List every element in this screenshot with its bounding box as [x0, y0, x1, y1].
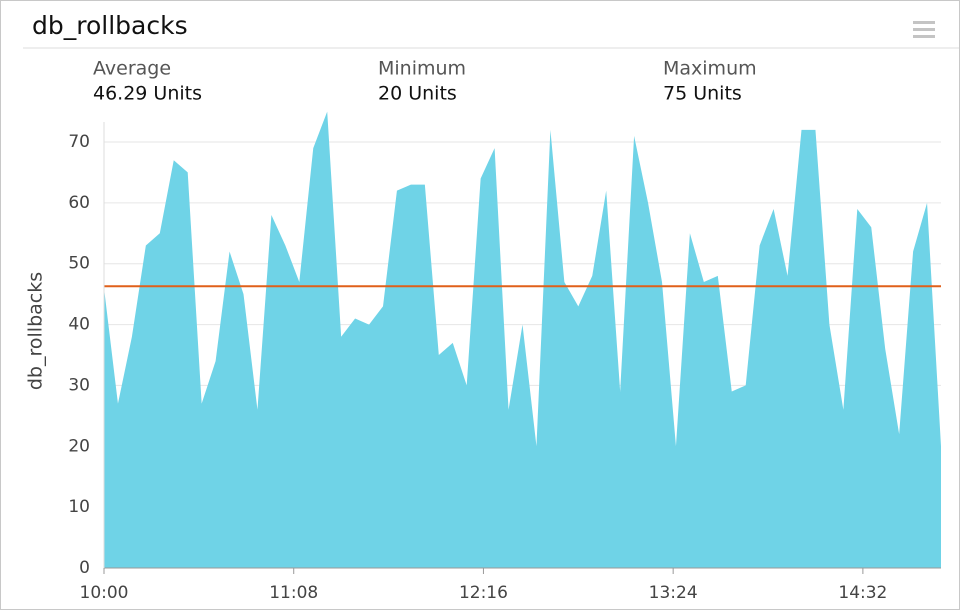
stat-value: 46.29 Units — [93, 83, 202, 105]
menu-bar — [913, 21, 935, 24]
x-tick-label: 13:24 — [649, 583, 698, 603]
stat-value: 75 Units — [663, 83, 742, 105]
y-tick-label: 60 — [68, 193, 90, 213]
x-tick-label: 10:00 — [80, 583, 129, 603]
menu-bar — [913, 35, 935, 38]
y-axis-label: db_rollbacks — [25, 272, 47, 390]
y-tick-label: 10 — [68, 497, 90, 517]
stat-label: Average — [93, 58, 171, 80]
stat-value: 20 Units — [378, 83, 457, 105]
menu-bar — [913, 28, 935, 31]
x-tick-label: 12:16 — [459, 583, 508, 603]
y-tick-label: 20 — [68, 436, 90, 456]
y-tick-label: 50 — [68, 254, 90, 274]
menu-icon[interactable] — [913, 21, 935, 38]
area — [104, 111, 941, 569]
x-tick-label: 11:08 — [269, 583, 318, 603]
x-tick-label: 14:32 — [838, 583, 887, 603]
y-tick-label: 0 — [79, 558, 90, 578]
y-tick-label: 30 — [68, 375, 90, 395]
y-tick-label: 70 — [68, 132, 90, 152]
y-tick-label: 40 — [68, 315, 90, 335]
stat-label: Maximum — [663, 58, 757, 80]
panel-title: db_rollbacks — [32, 11, 188, 40]
stat-label: Minimum — [378, 58, 466, 80]
